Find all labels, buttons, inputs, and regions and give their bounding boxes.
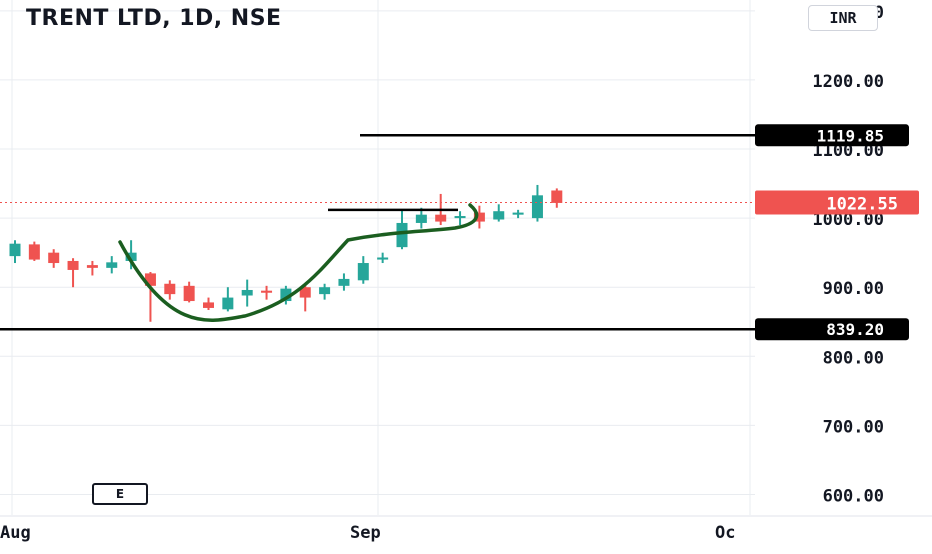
candle-body <box>203 302 214 308</box>
price-tick-label: 900.00 <box>823 279 884 299</box>
candle-body <box>435 214 447 222</box>
candle <box>357 256 369 284</box>
time-tick-label: Aug <box>0 523 31 543</box>
candle-body <box>222 297 234 310</box>
candle <box>164 280 176 300</box>
candle <box>48 249 60 268</box>
candle <box>299 285 311 312</box>
candle <box>338 273 350 291</box>
candle-body <box>299 287 311 298</box>
candle <box>183 281 195 303</box>
candle <box>473 205 485 229</box>
candle <box>106 256 118 274</box>
candle-body <box>454 216 466 219</box>
candle <box>493 204 505 222</box>
candle-body <box>9 243 21 257</box>
events-button[interactable]: E <box>92 483 148 505</box>
candle-body <box>48 252 60 264</box>
candle <box>144 272 156 322</box>
candle-body <box>241 289 253 296</box>
last-price-label: 1022.55 <box>826 195 898 215</box>
price-tick-label: 600.00 <box>823 486 884 506</box>
candle <box>512 209 524 219</box>
candle <box>551 188 563 208</box>
candle-body <box>280 288 292 302</box>
candle-body <box>396 222 408 248</box>
candle-body <box>531 195 543 219</box>
price-tick-label: 800.00 <box>823 348 884 368</box>
currency-button[interactable]: INR <box>808 5 878 31</box>
level-price-label: 1119.85 <box>817 126 884 145</box>
candle-body <box>512 212 524 215</box>
candle-body <box>183 285 195 302</box>
candle-body <box>415 214 427 223</box>
candle <box>67 258 79 288</box>
candle <box>222 287 234 312</box>
candle-body <box>67 260 79 270</box>
price-tick-label: 1000.00 <box>812 210 884 230</box>
candle <box>377 252 389 264</box>
candle-body <box>125 252 137 261</box>
candles <box>9 184 563 322</box>
price-tick-label: 1200.00 <box>812 72 884 92</box>
candle <box>396 209 408 250</box>
candle-body <box>319 287 331 295</box>
candle <box>28 241 40 261</box>
level-price-tag <box>755 124 909 147</box>
candle <box>241 279 253 307</box>
candle-body <box>106 262 118 268</box>
time-tick-label: Sep <box>350 523 381 543</box>
candle-body <box>28 244 40 260</box>
candle <box>531 184 543 222</box>
level-price-label: 839.20 <box>826 320 884 339</box>
price-tick-label: 700.00 <box>823 417 884 437</box>
candle-body <box>357 263 369 281</box>
candle <box>415 207 427 229</box>
candle-body <box>493 211 505 220</box>
candle-body <box>338 278 350 286</box>
candle-body <box>164 283 176 295</box>
price-axis[interactable]: 600.00700.00800.00900.001000.001100.0012… <box>755 3 919 507</box>
level-price-tag <box>755 318 909 341</box>
candle <box>203 297 214 311</box>
candle-body <box>144 273 156 286</box>
candle-body <box>473 212 485 222</box>
candle <box>454 211 466 226</box>
time-tick-label: Oc <box>715 523 735 543</box>
candle <box>319 283 331 300</box>
candle-body <box>86 265 98 268</box>
candle <box>261 285 273 300</box>
candle-body <box>261 290 273 293</box>
candle-body <box>551 190 563 203</box>
candle <box>86 260 98 276</box>
cup-handle-pattern[interactable] <box>118 203 479 322</box>
time-axis[interactable]: Aug Sep Oc <box>0 515 932 543</box>
candle-body <box>377 257 389 260</box>
drawings <box>0 134 755 331</box>
symbol-title[interactable]: TRENT LTD, 1D, NSE <box>26 6 282 31</box>
candle <box>280 285 292 305</box>
candle <box>9 240 21 264</box>
grid <box>0 0 755 515</box>
last-price-tag <box>755 190 919 215</box>
